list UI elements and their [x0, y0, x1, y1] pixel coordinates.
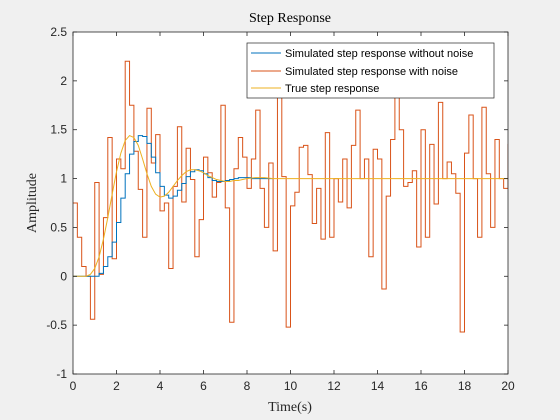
x-tick-label: 14 — [371, 379, 385, 393]
x-tick-label: 8 — [244, 379, 251, 393]
x-tick-label: 4 — [157, 379, 164, 393]
axes-box — [72, 31, 509, 375]
x-axis-label: Time(s) — [268, 400, 312, 415]
series-line-2 — [73, 134, 508, 277]
x-tick-label: 10 — [284, 379, 298, 393]
y-tick-label: 0.5 — [50, 220, 67, 234]
legend-label-noise: Simulated step response with noise — [285, 66, 458, 78]
series-layer — [73, 60, 508, 333]
x-tick-label: 12 — [327, 379, 341, 393]
legend: Simulated step response without noise Si… — [246, 42, 495, 99]
y-tick-label: -0.5 — [46, 318, 67, 332]
y-tick-label: 0 — [60, 269, 67, 283]
legend-label-true: True step response — [285, 83, 379, 95]
chart-title: Step Response — [249, 11, 331, 26]
legend-box — [246, 42, 495, 99]
ticks-layer: 0 2 4 6 8 10 12 14 16 18 20 -1 -0.5 0 0.5 1 1.5 2 2.5 — [46, 25, 515, 393]
y-tick-label: 1.5 — [50, 123, 67, 137]
x-tick-label: 18 — [458, 379, 472, 393]
x-tick-label: 6 — [200, 379, 207, 393]
x-tick-label: 0 — [70, 379, 77, 393]
y-tick-label: 2 — [60, 74, 67, 88]
x-tick-label: 20 — [501, 379, 515, 393]
x-tick-label: 16 — [414, 379, 428, 393]
legend-label-no-noise: Simulated step response without noise — [285, 48, 473, 60]
y-tick-label: 1 — [60, 172, 67, 186]
x-tick-label: 2 — [113, 379, 120, 393]
y-axis-label: Amplitude — [25, 173, 40, 233]
y-tick-label: 2.5 — [50, 25, 67, 39]
y-tick-label: -1 — [56, 367, 67, 381]
series-line-0 — [73, 135, 274, 277]
